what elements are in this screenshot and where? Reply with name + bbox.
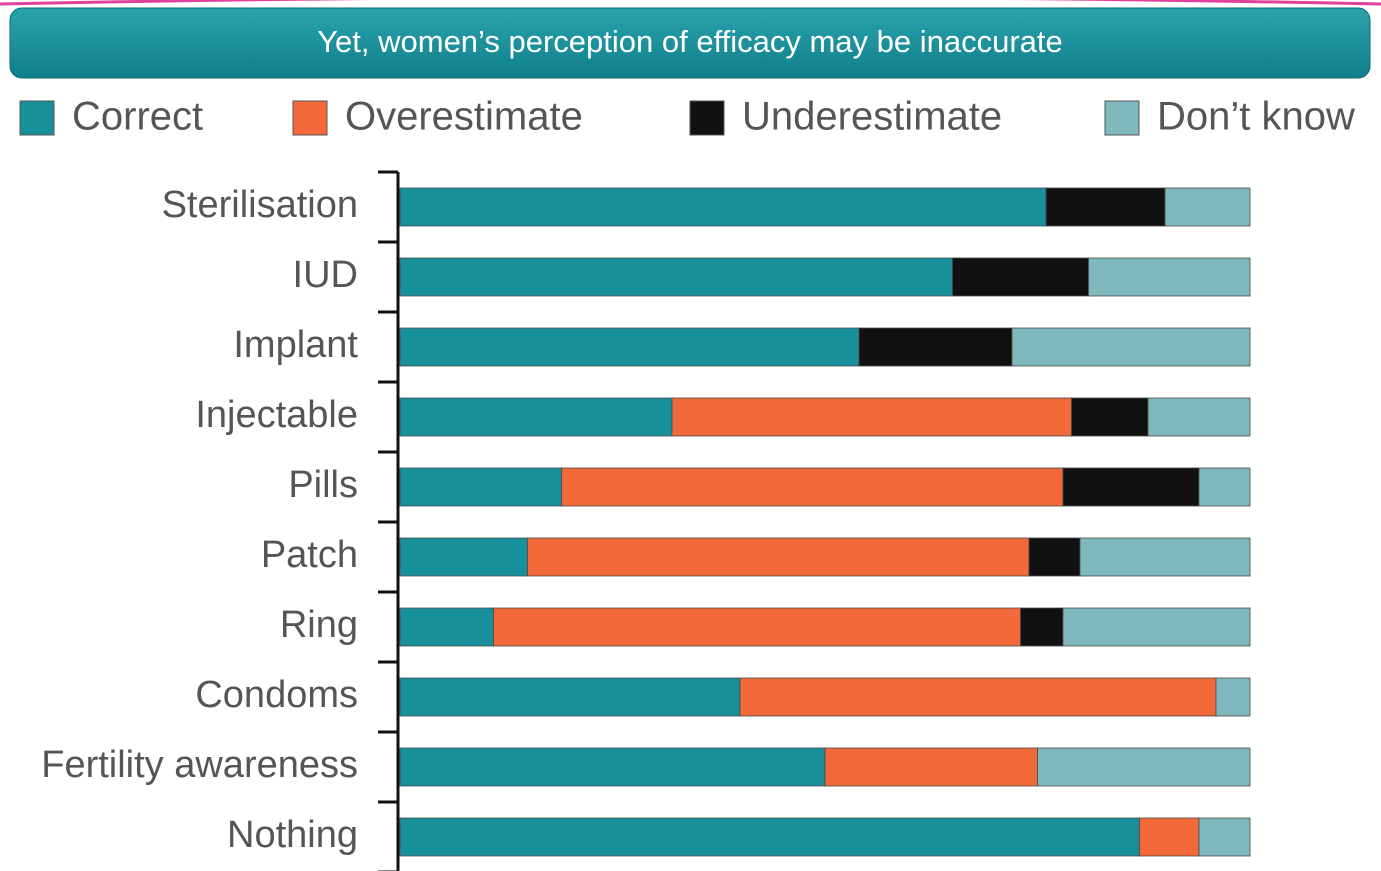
bar-segment: [1062, 607, 1251, 647]
bar-segment: [399, 747, 826, 787]
bar-segment: [1011, 327, 1251, 367]
bar-segment: [952, 257, 1089, 297]
bar-segment: [671, 397, 1072, 437]
y-tick-label: Sterilisation: [162, 184, 358, 226]
y-tick-label: Fertility awareness: [41, 744, 358, 786]
bar-segment: [399, 187, 1047, 227]
legend-label: Underestimate: [742, 95, 1002, 139]
bar-segment: [1037, 747, 1251, 787]
bar-segment: [399, 817, 1140, 857]
legend-label: Overestimate: [345, 95, 583, 139]
decor-arc: [0, 0, 1381, 6]
bar-segment: [399, 397, 673, 437]
y-tick-label: IUD: [293, 254, 358, 296]
bar-segment: [399, 607, 494, 647]
y-tick-label: Nothing: [227, 814, 358, 856]
legend-label: Correct: [72, 95, 203, 139]
bar-segment: [1139, 817, 1200, 857]
bar-segment: [824, 747, 1038, 787]
bar-segment: [1164, 187, 1251, 227]
bar-segment: [1028, 537, 1081, 577]
bar-segment: [399, 677, 741, 717]
y-tick-label: Pills: [288, 464, 358, 506]
bar-segment: [1020, 607, 1064, 647]
bar-segment: [1079, 537, 1251, 577]
bar-segment: [1147, 397, 1251, 437]
legend-swatch: [19, 100, 55, 136]
y-tick-label: Condoms: [195, 674, 358, 716]
bar-segment: [527, 537, 1030, 577]
bar-segment: [1088, 257, 1251, 297]
bar-segment: [399, 537, 528, 577]
bar-segment: [561, 467, 1064, 507]
legend-swatch: [292, 100, 328, 136]
title-banner: [9, 7, 1371, 79]
bar-segment: [399, 257, 953, 297]
bar-segment: [399, 467, 562, 507]
chart-title: Yet, women’s perception of efficacy may …: [317, 24, 1063, 59]
bar-segment: [493, 607, 1021, 647]
bar-segment: [1045, 187, 1166, 227]
bar-segment: [739, 677, 1217, 717]
bar-segment: [1071, 397, 1149, 437]
legend-swatch: [1104, 100, 1140, 136]
y-tick-label: Injectable: [195, 394, 358, 436]
legend-label: Don’t know: [1157, 95, 1355, 139]
bar-segment: [1198, 817, 1251, 857]
bar-segment: [1215, 677, 1251, 717]
y-tick-label: Patch: [261, 534, 358, 576]
y-tick-label: Implant: [233, 324, 358, 366]
bar-segment: [1062, 467, 1200, 507]
bar-segment: [399, 327, 860, 367]
bar-segment: [858, 327, 1013, 367]
bar-segment: [1198, 467, 1251, 507]
y-tick-label: Ring: [280, 604, 358, 646]
legend-swatch: [689, 100, 725, 136]
